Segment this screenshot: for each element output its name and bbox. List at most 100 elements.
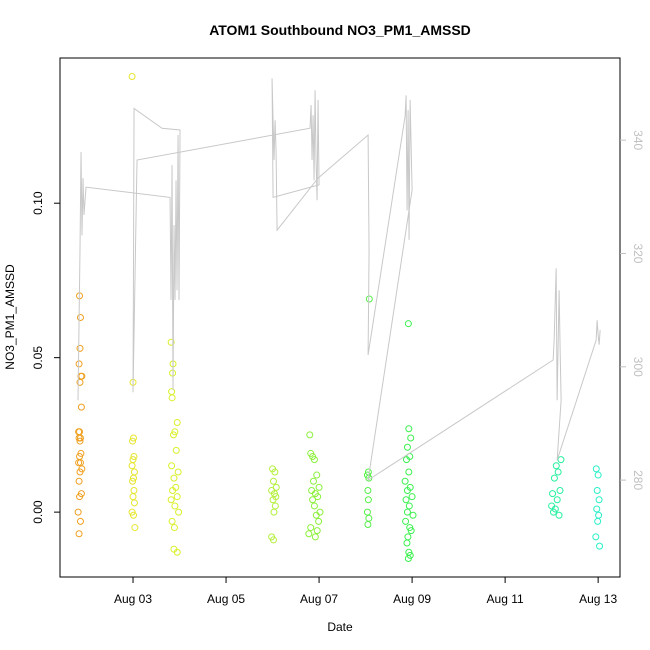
point <box>363 508 371 516</box>
point <box>405 425 413 433</box>
point <box>172 446 180 454</box>
y-tick-label: 0.00 <box>31 500 45 524</box>
x-tick-label: Aug 07 <box>300 592 338 606</box>
point <box>402 517 410 525</box>
chart-title: ATOM1 Southbound NO3_PM1_AMSSD <box>209 22 471 38</box>
point <box>596 542 604 550</box>
point <box>364 520 372 528</box>
point <box>76 378 84 386</box>
point <box>272 483 280 491</box>
point <box>595 511 603 519</box>
point <box>269 477 277 485</box>
point <box>407 527 415 535</box>
point <box>594 517 602 525</box>
point <box>76 314 84 321</box>
point <box>593 487 601 494</box>
point <box>364 496 372 504</box>
point <box>404 320 412 328</box>
point <box>78 372 86 380</box>
point <box>404 554 412 562</box>
point <box>168 517 176 525</box>
y2-tick-label: 280 <box>631 470 645 490</box>
point <box>169 431 177 439</box>
y-tick-label: 0.05 <box>31 346 45 370</box>
point <box>75 477 83 485</box>
point <box>129 511 137 519</box>
point <box>593 505 601 513</box>
point <box>130 499 138 507</box>
point <box>76 493 84 501</box>
point <box>553 496 561 504</box>
point <box>310 502 318 510</box>
point <box>403 508 411 516</box>
point <box>407 434 415 442</box>
y2-tick-label: 300 <box>631 357 645 377</box>
point <box>550 474 558 482</box>
point <box>128 462 136 470</box>
point <box>549 508 557 516</box>
point <box>314 493 322 501</box>
point <box>167 496 175 504</box>
point <box>173 548 181 556</box>
point <box>76 517 84 525</box>
point <box>271 468 279 476</box>
point <box>311 533 319 541</box>
point <box>315 483 323 491</box>
point <box>75 360 83 368</box>
point <box>403 487 411 494</box>
point <box>129 434 137 442</box>
point <box>401 477 409 485</box>
point <box>555 511 563 519</box>
point <box>549 490 557 498</box>
point <box>405 468 413 476</box>
point <box>270 508 278 516</box>
point <box>315 517 323 525</box>
point <box>130 468 138 476</box>
x-tick-label: Aug 09 <box>393 592 431 606</box>
point <box>75 459 83 467</box>
x-tick-label: Aug 05 <box>207 592 245 606</box>
x-tick-label: Aug 11 <box>487 592 524 606</box>
point <box>173 419 181 427</box>
point <box>403 539 411 547</box>
point <box>307 524 315 532</box>
point <box>76 437 84 445</box>
point <box>171 502 179 510</box>
point <box>403 443 411 451</box>
point <box>365 514 373 522</box>
point <box>312 511 320 519</box>
point <box>173 493 181 501</box>
point <box>130 487 138 494</box>
point <box>592 465 600 473</box>
plot-frame <box>59 57 621 578</box>
point <box>592 533 600 541</box>
y-tick-label: 0.10 <box>31 191 45 215</box>
y-axis-label: NO3_PM1_AMSSD <box>3 264 17 370</box>
point <box>405 502 413 510</box>
point <box>403 456 411 464</box>
point <box>169 487 177 494</box>
point <box>130 453 138 461</box>
point <box>167 338 175 346</box>
point <box>168 394 176 402</box>
point <box>554 468 562 476</box>
x-tick-label: Aug 03 <box>114 592 152 606</box>
point <box>557 456 565 464</box>
point <box>269 536 277 544</box>
point <box>409 511 417 519</box>
point <box>131 524 139 532</box>
point <box>552 462 560 470</box>
point <box>128 73 136 81</box>
point <box>402 496 410 504</box>
point <box>76 468 84 476</box>
x-tick-label: Aug 13 <box>579 592 617 606</box>
point <box>313 527 321 535</box>
point <box>76 344 84 352</box>
y2-tick-label: 340 <box>631 130 645 150</box>
y2-tick-label: 320 <box>631 243 645 263</box>
point <box>305 530 313 538</box>
point <box>75 434 83 442</box>
point <box>129 493 137 501</box>
point <box>168 462 176 470</box>
